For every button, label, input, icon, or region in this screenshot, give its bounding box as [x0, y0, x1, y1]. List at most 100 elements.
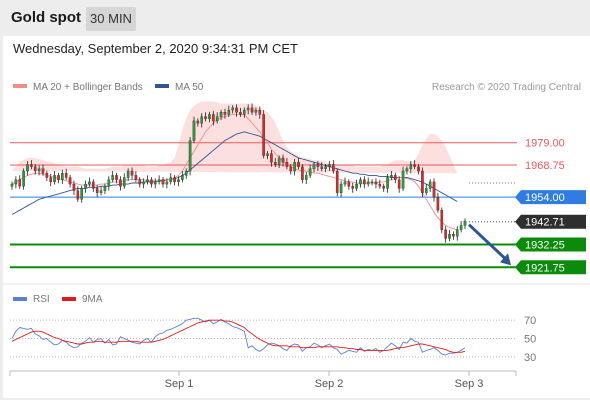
candle — [378, 179, 382, 189]
chart-datetime: Wednesday, September 2, 2020 9:34:31 PM … — [13, 41, 298, 56]
candle — [142, 178, 145, 189]
candle — [328, 160, 331, 171]
legend-swatch-ma20 — [13, 84, 27, 88]
candle — [72, 180, 76, 195]
candle — [188, 137, 192, 176]
projection-arrow-shaft — [467, 223, 509, 262]
level-value: 1968.75 — [525, 160, 565, 172]
projection-arrow-head — [500, 253, 511, 266]
candle — [413, 160, 416, 170]
candle — [64, 168, 68, 181]
candle — [312, 161, 316, 173]
candle — [390, 171, 393, 181]
candle — [219, 109, 223, 121]
candle — [273, 157, 277, 168]
candle — [397, 176, 401, 193]
candle — [293, 158, 296, 176]
candle — [374, 178, 378, 189]
candle — [285, 157, 289, 170]
candle — [270, 150, 273, 167]
candle — [459, 221, 463, 233]
candle — [61, 169, 64, 185]
candle — [76, 186, 80, 202]
candle — [436, 192, 440, 213]
candle — [18, 175, 22, 189]
candle — [115, 172, 118, 184]
candle — [57, 172, 60, 184]
candle — [421, 167, 424, 198]
candle — [134, 171, 138, 183]
timeframe-button[interactable]: 30 MIN — [86, 7, 136, 31]
candle — [258, 106, 262, 119]
candle — [231, 105, 234, 114]
candle — [212, 110, 215, 126]
candle — [138, 177, 142, 188]
candle — [370, 179, 374, 186]
rsi-panel: 70 50 30 — [10, 315, 536, 364]
candle — [68, 174, 72, 188]
legend-swatch-9ma — [62, 297, 76, 301]
candle — [355, 179, 358, 192]
candle — [122, 173, 126, 189]
candlesticks — [10, 103, 467, 243]
candle — [409, 160, 413, 174]
candle — [304, 171, 308, 185]
candle — [394, 172, 397, 184]
candle — [440, 207, 444, 234]
level-value: 1932.25 — [525, 239, 565, 251]
chart-panel — [3, 36, 590, 398]
candle — [401, 166, 405, 192]
x-axis: Sep 1 Sep 2 Sep 3 — [9, 370, 517, 390]
projection-arrow — [467, 223, 511, 266]
candle — [239, 107, 242, 118]
level-value: 1942.71 — [525, 217, 565, 229]
candle — [215, 112, 219, 124]
candle — [103, 183, 107, 195]
candle — [359, 177, 362, 188]
candle — [184, 168, 188, 179]
candle — [289, 164, 293, 175]
candle — [153, 178, 157, 189]
level-label-1979-00: 1979.00 — [525, 138, 565, 150]
legend-label-ma50: MA 50 — [175, 82, 204, 93]
candle — [254, 107, 258, 116]
candle — [332, 160, 335, 174]
candle — [316, 160, 320, 171]
candle — [169, 173, 173, 185]
candle — [262, 110, 265, 159]
candle — [324, 164, 327, 173]
candle — [165, 178, 169, 189]
candle — [161, 177, 165, 188]
candle — [417, 164, 420, 175]
candle — [126, 168, 130, 182]
candle — [250, 103, 254, 115]
candle — [49, 174, 53, 187]
candle — [146, 175, 149, 185]
candle — [192, 116, 196, 144]
candle — [37, 165, 41, 176]
candle — [45, 170, 49, 182]
candle — [444, 226, 447, 243]
rsi-tick-label: 70 — [524, 315, 536, 327]
rsi-9ma-line — [11, 319, 466, 353]
candle — [22, 168, 25, 190]
candle — [150, 177, 153, 188]
candle — [246, 104, 250, 115]
candle — [41, 164, 45, 176]
rsi-tick-label: 50 — [524, 334, 536, 346]
legend-swatch-ma50 — [155, 84, 169, 88]
candle — [432, 178, 436, 202]
candle — [343, 177, 347, 187]
candle — [452, 231, 455, 240]
candle — [320, 162, 324, 172]
candle — [99, 186, 103, 196]
candle — [339, 180, 343, 198]
candle — [297, 157, 300, 170]
candle — [208, 111, 211, 123]
candle — [111, 171, 114, 183]
candle — [448, 229, 451, 242]
price-level-labels: 1979.00 1968.75 1954.00 1942.71 1932.25 1921.… — [515, 138, 586, 275]
candle — [227, 105, 231, 118]
candle — [301, 164, 304, 184]
